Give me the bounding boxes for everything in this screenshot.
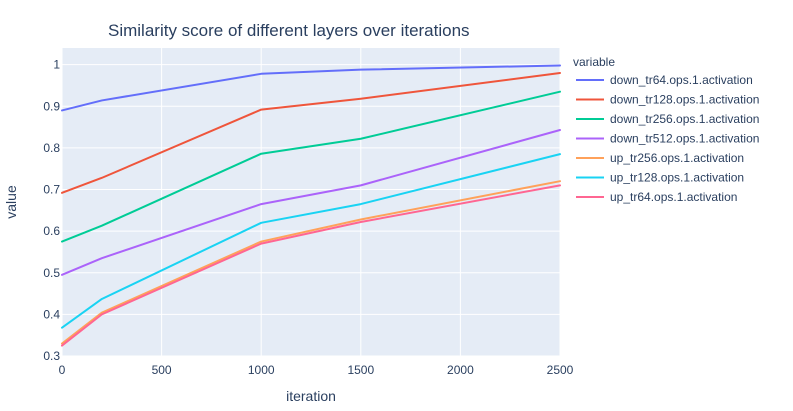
legend-item[interactable]: down_tr512.ops.1.activation: [576, 132, 759, 146]
y-tick-label: 1: [53, 58, 60, 72]
legend-item[interactable]: up_tr256.ops.1.activation: [576, 151, 744, 165]
x-tick-label: 2000: [447, 363, 474, 377]
legend-label: down_tr512.ops.1.activation: [610, 132, 759, 146]
x-tick-label: 2500: [547, 363, 574, 377]
plot-area: [62, 48, 560, 356]
legend-title: variable: [573, 55, 615, 69]
x-tick-label: 500: [152, 363, 172, 377]
legend-item[interactable]: up_tr128.ops.1.activation: [576, 171, 744, 185]
y-axis-title: value: [3, 185, 19, 219]
series-line-up-tr128-ops-1-activation[interactable]: [61, 153, 561, 329]
legend-item[interactable]: down_tr256.ops.1.activation: [576, 112, 759, 126]
series-line-down-tr512-ops-1-activation[interactable]: [61, 128, 561, 276]
x-axis-ticks: 0 500 1000 1500 2000 2500: [59, 363, 574, 377]
y-tick-label: 0.5: [43, 266, 60, 280]
legend-label: up_tr128.ops.1.activation: [610, 171, 744, 185]
x-tick-label: 1500: [347, 363, 374, 377]
y-tick-label: 0.8: [43, 141, 60, 155]
series-lines: [61, 64, 561, 347]
y-tick-label: 0.4: [43, 307, 60, 321]
series-line-down-tr256-ops-1-activation[interactable]: [61, 90, 561, 243]
x-tick-label: 0: [59, 363, 66, 377]
series-line-up-tr256-ops-1-activation[interactable]: [61, 180, 561, 345]
legend-label: up_tr64.ops.1.activation: [610, 190, 737, 204]
legend-item[interactable]: down_tr128.ops.1.activation: [576, 93, 759, 107]
legend[interactable]: variable down_tr64.ops.1.activationdown_…: [573, 55, 759, 204]
legend-label: down_tr128.ops.1.activation: [610, 93, 759, 107]
legend-item[interactable]: up_tr64.ops.1.activation: [576, 190, 737, 204]
x-tick-label: 1000: [248, 363, 275, 377]
legend-items[interactable]: down_tr64.ops.1.activation down_tr128.ops…: [576, 73, 759, 204]
y-axis-ticks: 0.3 0.4 0.5 0.6 0.7 0.8 0.9 1: [43, 58, 60, 363]
series-line-up-tr64-ops-1-activation[interactable]: [61, 184, 561, 347]
legend-label: down_tr64.ops.1.activation: [610, 73, 753, 87]
y-tick-label: 0.9: [43, 99, 60, 113]
series-line-down-tr64-ops-1-activation[interactable]: [61, 64, 561, 112]
x-axis-title: iteration: [286, 388, 336, 404]
legend-item[interactable]: down_tr64.ops.1.activation: [576, 73, 753, 87]
y-tick-label: 0.7: [43, 183, 60, 197]
legend-label: up_tr256.ops.1.activation: [610, 151, 744, 165]
y-tick-label: 0.3: [43, 349, 60, 363]
y-tick-label: 0.6: [43, 224, 60, 238]
series-line-down-tr128-ops-1-activation[interactable]: [61, 71, 561, 194]
legend-label: down_tr256.ops.1.activation: [610, 112, 759, 126]
chart-title: Similarity score of different layers ove…: [108, 21, 470, 40]
